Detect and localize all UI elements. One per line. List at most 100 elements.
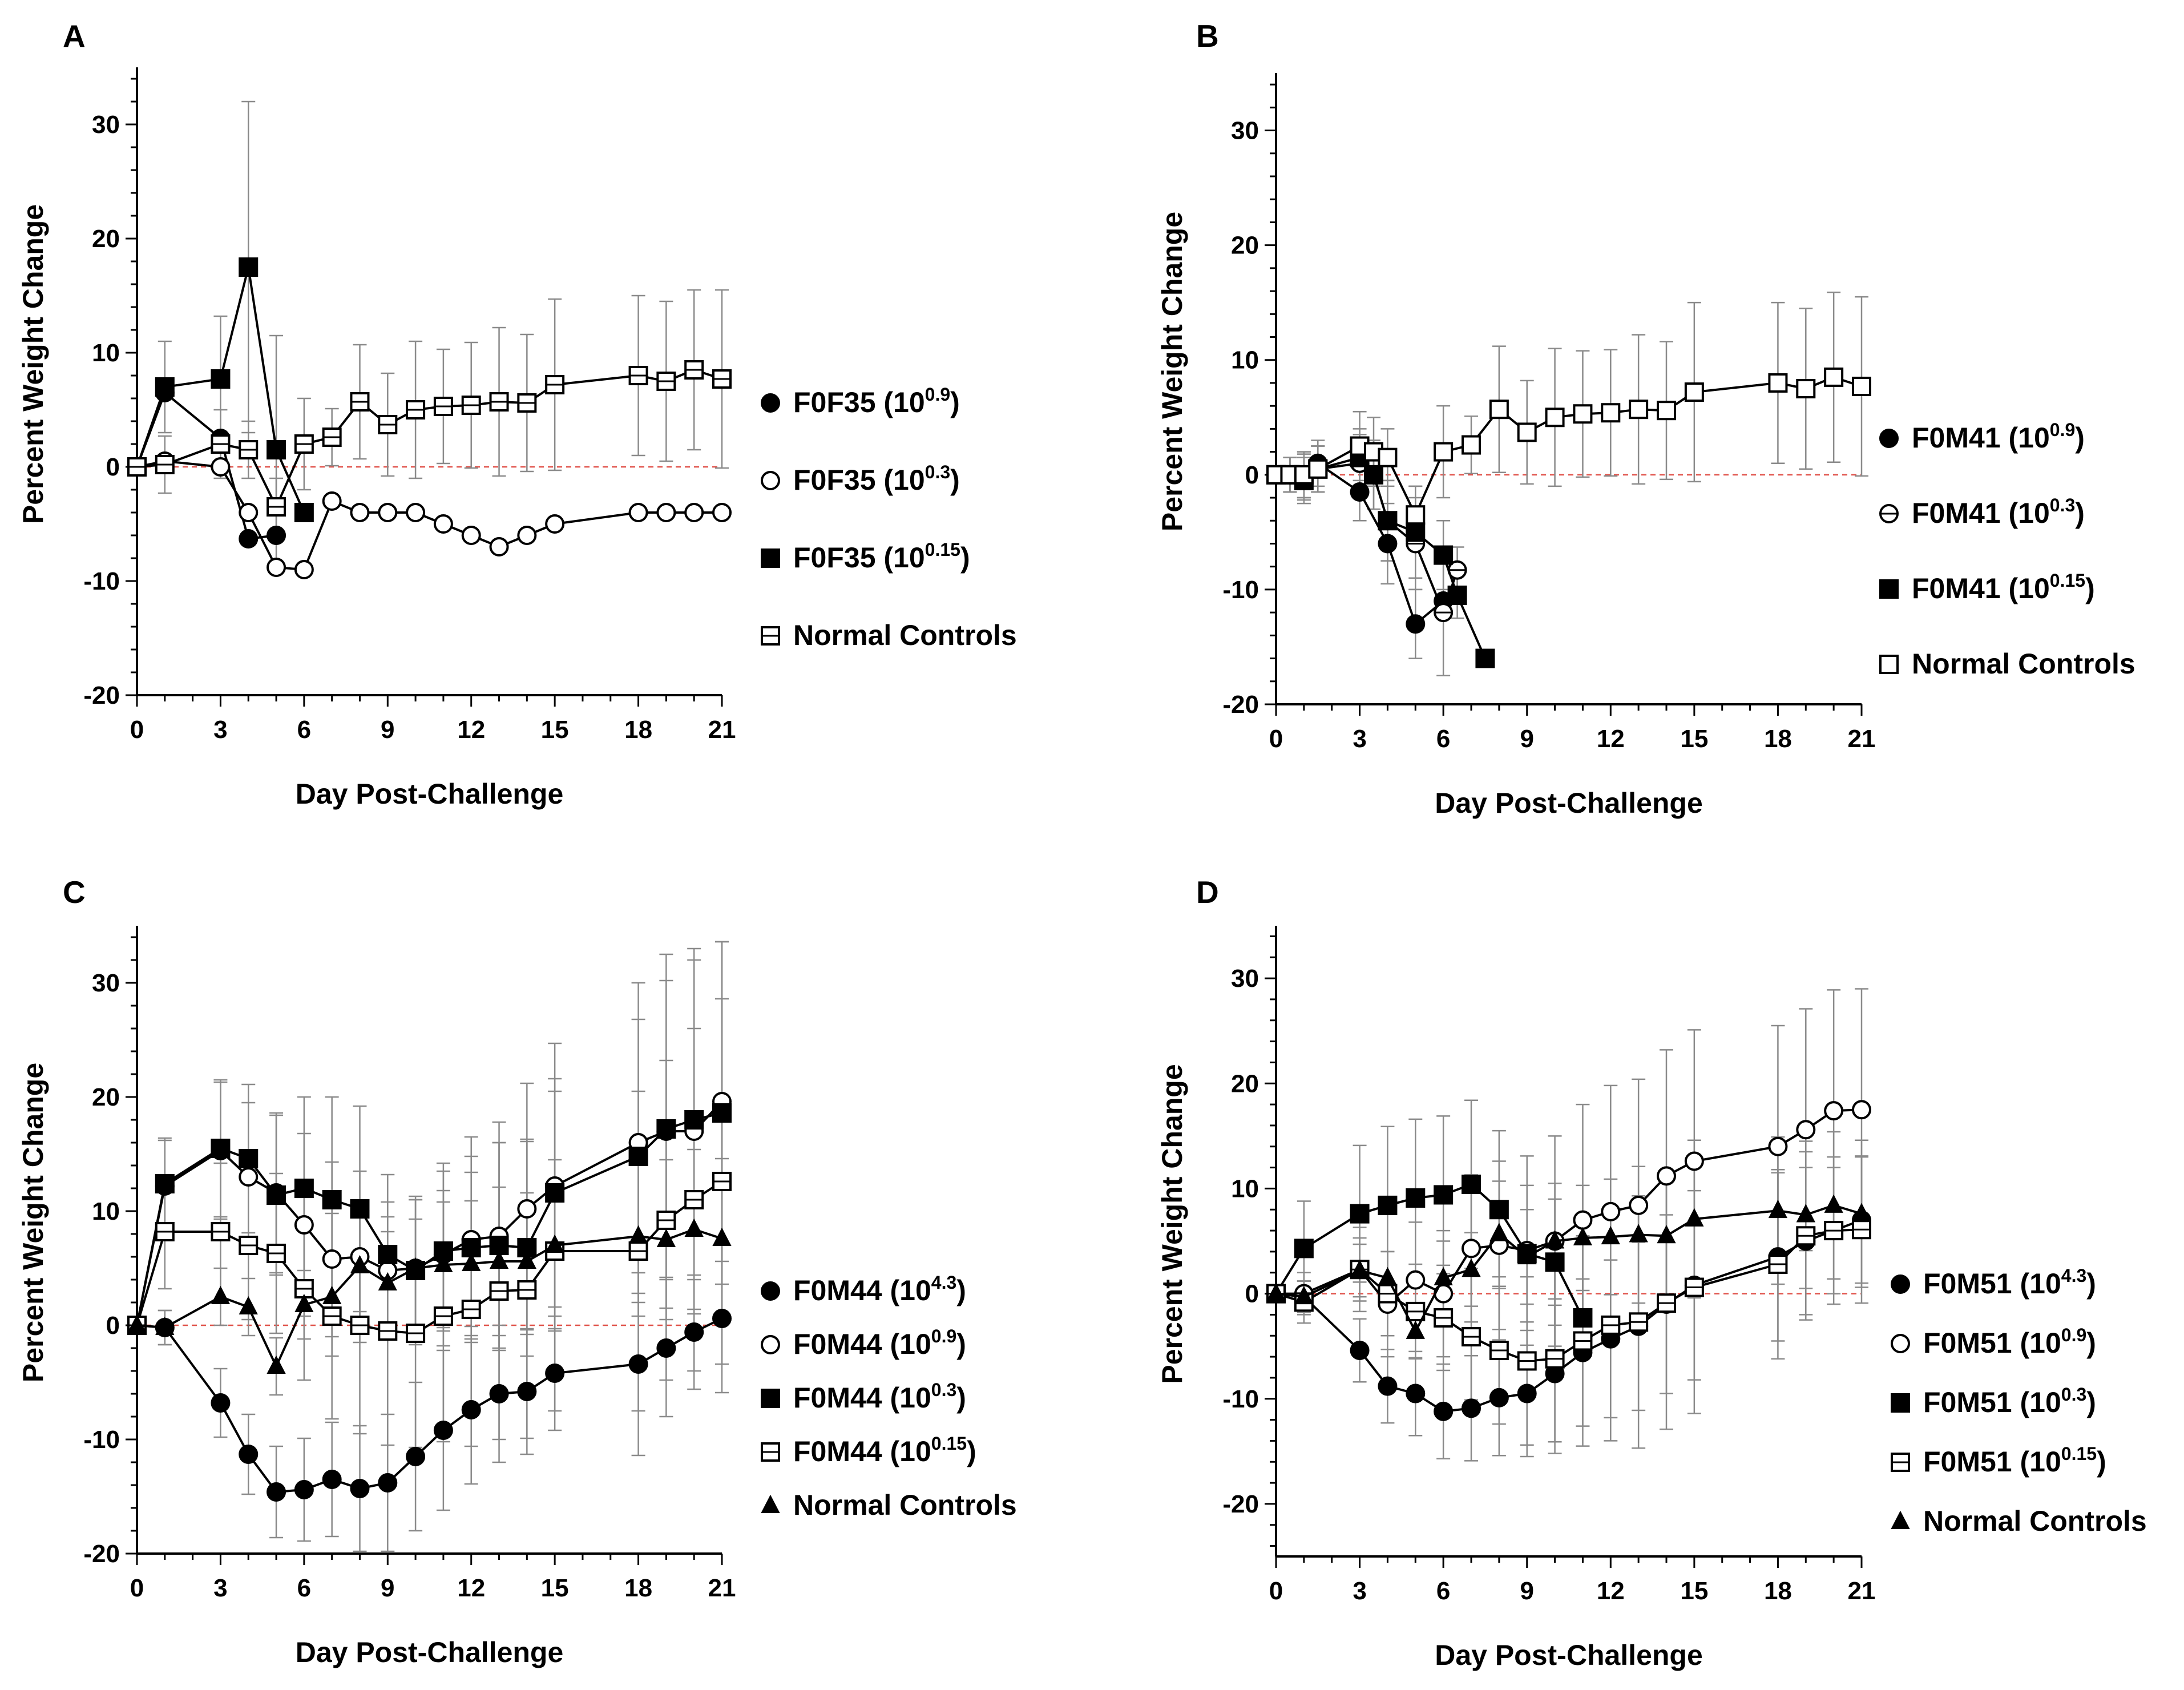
x-axis-title: Day Post-Challenge xyxy=(296,778,564,810)
legend-label: F0M51 (100.9) xyxy=(1923,1325,2096,1359)
data-point xyxy=(684,1218,704,1237)
data-point xyxy=(1434,1308,1454,1328)
data-point xyxy=(378,503,398,522)
data-point xyxy=(1489,1223,1509,1241)
data-point xyxy=(294,1293,314,1312)
legend-label: Normal Controls xyxy=(793,619,1017,651)
data-point xyxy=(239,529,259,548)
data-point xyxy=(1573,1331,1593,1351)
data-point xyxy=(1573,404,1593,424)
data-point xyxy=(239,1445,259,1464)
data-point xyxy=(294,503,314,522)
data-point xyxy=(1378,511,1398,531)
data-point xyxy=(1406,505,1426,525)
data-point xyxy=(294,1179,314,1198)
data-point xyxy=(1447,585,1467,605)
data-point xyxy=(517,393,537,413)
x-tick-label: 21 xyxy=(1848,725,1876,753)
legend-label: F0M44 (100.15) xyxy=(793,1433,976,1467)
series-2 xyxy=(1266,1100,1871,1314)
legend-label: F0M41 (100.3) xyxy=(1912,495,2085,529)
legend-marker xyxy=(1891,1453,1910,1472)
data-point xyxy=(211,1139,231,1158)
data-point xyxy=(1768,1199,1788,1219)
y-tick-label: 20 xyxy=(92,225,120,253)
data-point xyxy=(628,1147,648,1166)
legend-marker xyxy=(1891,1510,1910,1529)
data-point xyxy=(1434,603,1454,623)
error-bars-series-3 xyxy=(158,100,284,565)
data-point xyxy=(628,1241,648,1261)
data-point xyxy=(322,1285,342,1304)
x-tick-label: 3 xyxy=(213,716,227,744)
legend-marker xyxy=(761,1494,780,1513)
legend: F0F35 (100.9) F0F35 (100.3) F0F35 (100.15)… xyxy=(761,384,1017,651)
data-point xyxy=(628,503,648,522)
data-point xyxy=(1462,1398,1481,1418)
y-tick-label: -20 xyxy=(1222,1490,1259,1518)
legend-label: F0F35 (100.3) xyxy=(793,462,960,496)
data-point xyxy=(684,1322,704,1342)
legend-marker xyxy=(1891,1393,1910,1413)
legend-label: F0M51 (100.3) xyxy=(1923,1384,2096,1418)
data-point xyxy=(1462,435,1481,455)
x-tick-label: 0 xyxy=(130,716,144,744)
legend-marker xyxy=(761,393,780,413)
data-point xyxy=(1406,614,1426,634)
data-point xyxy=(461,1400,481,1419)
data-point xyxy=(155,1316,175,1335)
legend-item: F0F35 (100.3) xyxy=(761,462,960,496)
data-point xyxy=(1364,465,1383,485)
data-point xyxy=(1406,522,1426,542)
data-point xyxy=(1601,1225,1620,1245)
data-point xyxy=(1406,1320,1425,1339)
legend: F0M41 (100.9) F0M41 (100.3) F0M41 (100.15)… xyxy=(1879,420,2135,680)
x-tick-label: 21 xyxy=(708,716,736,744)
y-tick-label: 10 xyxy=(92,1197,120,1225)
data-point xyxy=(517,1280,537,1300)
data-point xyxy=(1434,442,1454,462)
x-tick-label: 15 xyxy=(1680,1577,1708,1605)
y-tick-label: 30 xyxy=(92,111,120,139)
data-point xyxy=(1350,482,1370,502)
data-point xyxy=(211,1285,231,1304)
error-bars-series-3 xyxy=(1297,1099,1562,1326)
legend-item: F0M41 (100.15) xyxy=(1879,570,2095,604)
data-point xyxy=(433,1306,453,1326)
data-point xyxy=(1406,1301,1426,1321)
legend-marker xyxy=(761,626,780,646)
legend-label: F0M51 (100.15) xyxy=(1923,1443,2106,1478)
x-axis-title: Day Post-Challenge xyxy=(296,1636,564,1668)
data-point xyxy=(1406,1384,1426,1403)
panel-letter: C xyxy=(63,874,86,910)
legend-label: F0F35 (100.9) xyxy=(793,384,960,418)
data-point xyxy=(1462,1259,1481,1277)
data-point xyxy=(434,1253,453,1272)
x-tick-label: 12 xyxy=(457,716,485,744)
data-point xyxy=(378,1245,398,1264)
data-point xyxy=(684,360,704,380)
data-point xyxy=(127,1314,147,1333)
data-point xyxy=(350,1199,370,1219)
data-point xyxy=(1657,1166,1676,1186)
legend-marker xyxy=(761,471,780,490)
legend-item: F0M51 (100.15) xyxy=(1891,1443,2106,1478)
data-point xyxy=(239,1236,259,1255)
legend-marker xyxy=(761,1389,780,1408)
legend-item: Normal Controls xyxy=(761,619,1017,651)
data-point xyxy=(1266,1282,1286,1301)
x-tick-label: 21 xyxy=(708,1574,736,1602)
data-point xyxy=(322,427,342,447)
data-point xyxy=(1475,648,1495,668)
x-tick-label: 18 xyxy=(624,716,652,744)
legend-item: F0M44 (100.3) xyxy=(761,1380,966,1414)
data-point xyxy=(712,1309,732,1328)
data-point xyxy=(350,503,370,522)
y-tick-label: 20 xyxy=(1231,232,1259,260)
data-point xyxy=(628,1225,648,1244)
data-point xyxy=(406,400,426,420)
data-point xyxy=(267,1244,286,1263)
data-point xyxy=(239,1296,258,1314)
data-point xyxy=(1294,1239,1314,1259)
